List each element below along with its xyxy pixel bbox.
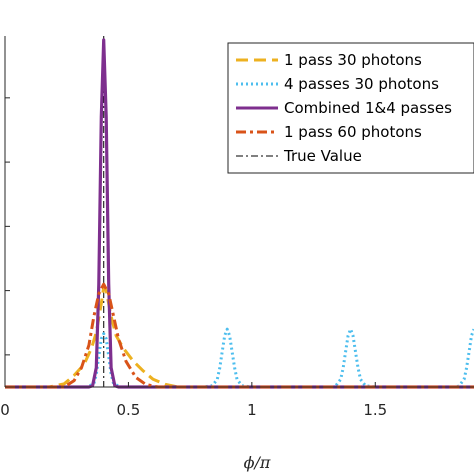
ticks: 0 0.5 1 1.5 [0,97,387,419]
legend-box [227,42,474,174]
x-tick-label-0: 0 [0,401,10,419]
series-line-1 [5,327,474,389]
axes [4,36,474,388]
series-line-3 [5,282,474,389]
x-tick-label-3: 1.5 [363,401,387,419]
legend-label-2: Combined 1&4 passes [284,99,452,117]
series-line-0 [5,285,474,389]
x-axis-label: ϕ/π [244,453,271,472]
x-tick-label-2: 1 [247,401,257,419]
x-tick-label-1: 0.5 [116,401,140,419]
legend-label-1: 4 passes 30 photons [284,75,439,93]
legend-label-3: 1 pass 60 photons [284,123,422,141]
series-line-2 [5,38,474,389]
legend-label-0: 1 pass 30 photons [284,51,422,69]
legend-label-4: True Value [283,147,362,165]
legend: 1 pass 30 photons 4 passes 30 photons Comb… [227,42,474,174]
